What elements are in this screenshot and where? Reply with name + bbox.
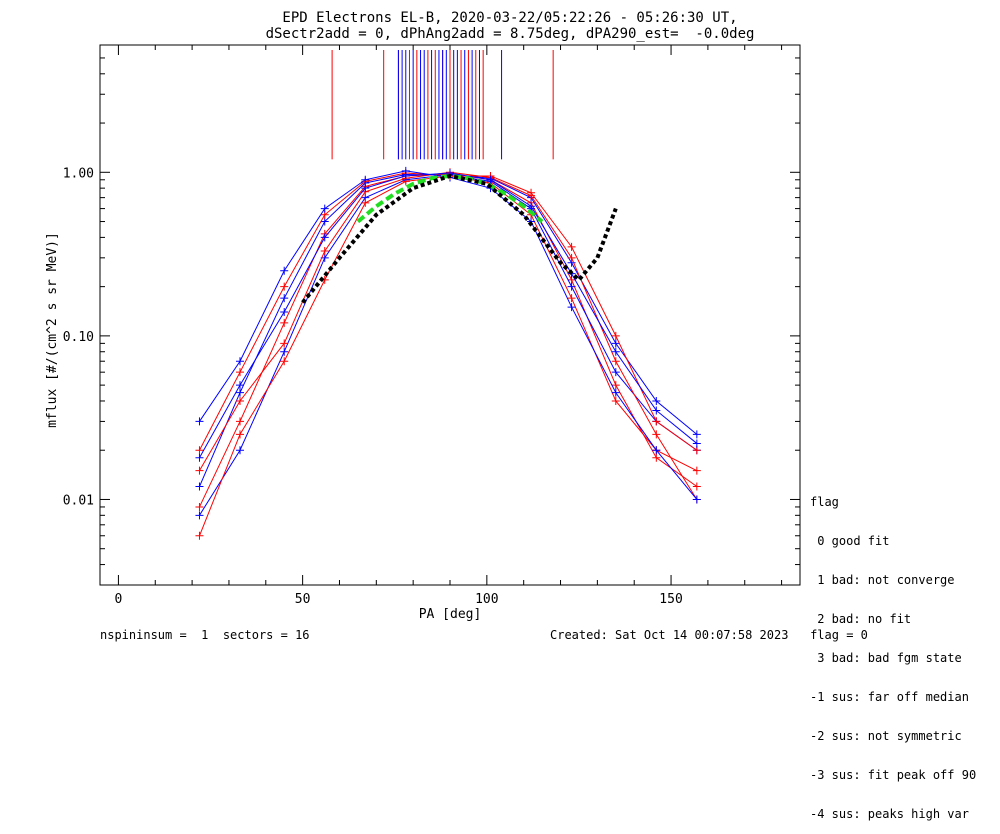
- data-point: [401, 171, 410, 180]
- chart-plot: 0 50 100 150 0.01 0.10 1.00 PA [deg] mflux [#/…: [45, 44, 801, 622]
- data-point: [280, 347, 289, 356]
- data-point: [611, 347, 620, 356]
- data-point: [692, 446, 701, 455]
- data-point: [320, 217, 329, 226]
- x-tick-label: 150: [659, 592, 682, 607]
- data-point: [527, 202, 536, 211]
- data-point: [692, 482, 701, 491]
- legend-title: flag: [810, 495, 839, 509]
- data-point: [567, 242, 576, 251]
- x-axis-label: PA [deg]: [419, 607, 482, 622]
- data-point: [195, 453, 204, 462]
- legend-item: -2 sus: not symmetric: [810, 729, 962, 743]
- data-point: [320, 204, 329, 213]
- fit-curve: [356, 173, 544, 224]
- data-point: [236, 381, 244, 390]
- data-point: [236, 417, 244, 426]
- data-point: [652, 406, 661, 415]
- chart-title-line-2: dSectr2add = 0, dPhAng2add = 8.75deg, dP…: [265, 26, 755, 42]
- data-point: [361, 175, 370, 184]
- legend-item: -3 sus: fit peak off 90: [810, 768, 977, 782]
- data-point: [567, 282, 576, 291]
- legend-item: 1 bad: not converge: [810, 573, 955, 587]
- chart-series: [195, 166, 701, 540]
- data-point: [692, 466, 701, 475]
- legend-item: -4 sus: peaks high var: [810, 807, 969, 821]
- data-point: [195, 466, 204, 475]
- y-axis-label: mflux [#/(cm^2 s sr MeV)]: [45, 232, 60, 428]
- data-point: [611, 388, 620, 397]
- data-point: [236, 446, 244, 455]
- data-point: [652, 446, 661, 455]
- data-point: [527, 188, 536, 197]
- data-point: [652, 430, 661, 439]
- data-point: [567, 294, 576, 303]
- series-line: [199, 171, 698, 500]
- data-point: [611, 396, 620, 405]
- series-line: [199, 173, 698, 508]
- data-point: [195, 417, 204, 426]
- series-line: [199, 172, 698, 458]
- data-point: [486, 175, 495, 184]
- data-point: [280, 294, 289, 303]
- data-point: [236, 388, 244, 397]
- data-point: [280, 357, 289, 366]
- data-point: [692, 495, 701, 504]
- data-point: [611, 368, 620, 377]
- legend-item: 3 bad: bad fgm state: [810, 651, 962, 665]
- data-point: [567, 253, 576, 262]
- series-line: [199, 173, 698, 487]
- data-point: [652, 453, 661, 462]
- data-point: [236, 368, 244, 377]
- chart-axes: 0 50 100 150 0.01 0.10 1.00: [63, 44, 801, 607]
- data-point: [567, 303, 576, 312]
- data-point: [195, 482, 204, 491]
- data-point: [236, 357, 244, 366]
- data-point: [195, 531, 204, 540]
- data-point: [692, 430, 701, 439]
- data-point: [236, 396, 244, 405]
- flag-legend: flag 0 good fit 1 bad: not converge 2 ba…: [810, 470, 976, 834]
- series-line: [199, 172, 698, 472]
- data-point: [692, 439, 701, 448]
- data-point: [280, 318, 289, 327]
- data-point: [611, 381, 620, 390]
- footer-left: nspininsum = 1 sectors = 16: [100, 628, 310, 642]
- data-point: [280, 339, 289, 348]
- series-line: [199, 170, 698, 500]
- vertical-markers: [331, 50, 554, 160]
- data-point: [611, 339, 620, 348]
- data-point: [195, 502, 204, 511]
- fit-curves: [301, 173, 618, 304]
- data-point: [280, 266, 289, 275]
- x-tick-label: 100: [475, 592, 498, 607]
- data-point: [361, 184, 370, 193]
- legend-item: -1 sus: far off median: [810, 690, 969, 704]
- data-point: [611, 357, 620, 366]
- footer-right: Created: Sat Oct 14 00:07:58 2023 flag =…: [550, 628, 868, 642]
- data-point: [280, 282, 289, 291]
- y-tick-label: 0.10: [63, 330, 94, 345]
- data-point: [652, 396, 661, 405]
- fit-curve: [301, 173, 618, 304]
- data-point: [195, 511, 204, 520]
- data-point: [236, 430, 244, 439]
- data-point: [652, 417, 661, 426]
- data-point: [611, 331, 620, 340]
- y-tick-label: 1.00: [63, 166, 94, 181]
- chart-title-line-1: EPD Electrons EL-B, 2020-03-22/05:22:26 …: [282, 10, 738, 26]
- data-point: [280, 307, 289, 316]
- x-tick-label: 0: [115, 592, 123, 607]
- data-point: [195, 446, 204, 455]
- data-point: [320, 233, 329, 242]
- data-point: [320, 247, 329, 256]
- y-tick-label: 0.01: [63, 493, 94, 508]
- data-point: [361, 198, 370, 207]
- x-tick-label: 50: [295, 592, 311, 607]
- legend-item: 0 good fit: [810, 534, 890, 548]
- legend-item: 2 bad: no fit: [810, 612, 912, 626]
